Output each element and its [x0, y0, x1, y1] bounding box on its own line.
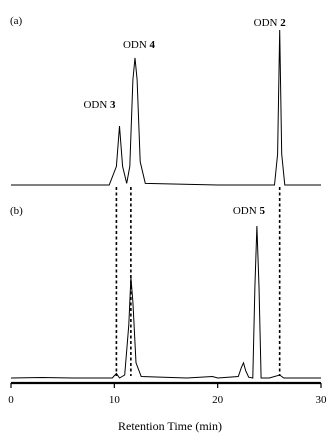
x-tick-label-1: 10 — [109, 394, 121, 406]
x-tick-label-2: 20 — [212, 394, 224, 406]
peak-label-odn-3: ODN 3 — [83, 99, 116, 111]
panel-b: (b) ODN 5 — [10, 205, 321, 379]
trace-b-line — [10, 225, 321, 379]
trace-a-line — [11, 29, 321, 186]
x-axis-title: Retention Time (min) — [118, 419, 222, 433]
peak-label-odn-4: ODN 4 — [123, 39, 156, 51]
x-axis: 0 10 20 30 Retention Time (min) — [8, 381, 327, 433]
x-tick-label-3: 30 — [316, 394, 328, 406]
peak-label-odn-2: ODN 2 — [254, 17, 287, 29]
panel-b-label: (b) — [10, 205, 23, 217]
x-tick-label-0: 0 — [8, 394, 14, 406]
panel-a-label: (a) — [10, 15, 23, 27]
panel-a: (a) ODN 3 ODN 4 ODN 2 — [10, 15, 321, 186]
peak-label-odn-5: ODN 5 — [233, 205, 266, 217]
x-ticks: 0 10 20 30 — [8, 383, 327, 406]
